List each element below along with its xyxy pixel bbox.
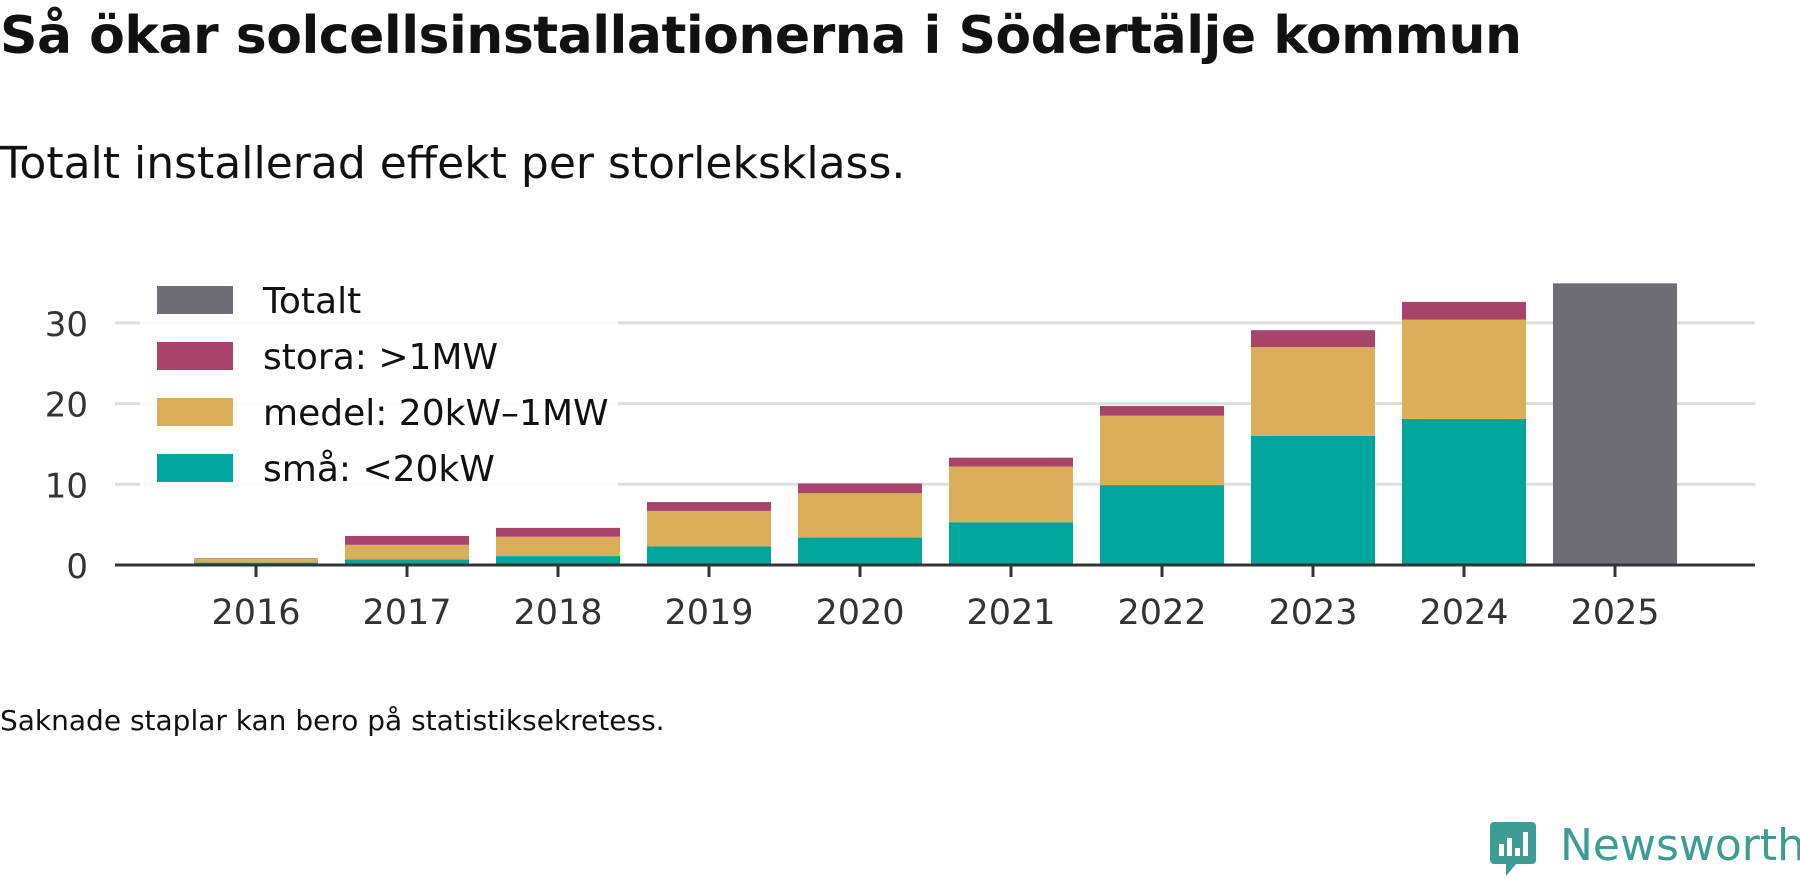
chart-subtitle: Totalt installerad effekt per storlekskl… xyxy=(0,138,906,189)
brand-name: Newsworthy xyxy=(1560,820,1800,871)
y-tick-label: 20 xyxy=(45,386,88,426)
bar-medel-2020 xyxy=(798,493,922,538)
bar-totalt-2025 xyxy=(1553,283,1677,565)
bar-medel-2017 xyxy=(345,544,469,560)
y-tick-label: 10 xyxy=(45,466,88,506)
x-tick-label: 2016 xyxy=(211,593,300,633)
bar-medel-2021 xyxy=(949,466,1073,523)
bar-medel-2023 xyxy=(1251,347,1375,436)
bar-stora-2019 xyxy=(647,502,771,511)
x-tick-label: 2020 xyxy=(815,593,904,633)
bar-stora-2023 xyxy=(1251,330,1375,348)
bar-medel-2024 xyxy=(1402,319,1526,419)
bar-sma-2024 xyxy=(1402,418,1526,565)
bar-medel-2022 xyxy=(1100,415,1224,486)
bar-stora-2017 xyxy=(345,535,469,545)
bar-medel-2016 xyxy=(194,558,318,563)
bar-sma-2018 xyxy=(496,556,620,565)
legend-label-medel: medel: 20kW–1MW xyxy=(263,393,609,434)
legend-swatch-stora xyxy=(157,342,233,370)
bar-sma-2022 xyxy=(1100,485,1224,565)
legend-swatch-totalt xyxy=(157,286,233,314)
bar-stora-2021 xyxy=(949,457,1073,467)
y-tick-label: 0 xyxy=(66,547,88,587)
bar-sma-2019 xyxy=(647,546,771,565)
chart-title: Så ökar solcellsinstallationerna i Söder… xyxy=(0,6,1522,66)
bar-medel-2018 xyxy=(496,536,620,557)
legend: Totalt stora: >1MW medel: 20kW–1MW små: <20… xyxy=(140,278,618,496)
x-tick-label: 2019 xyxy=(664,593,753,633)
axes: 0 10 20 30 2016 2017 2018 2019 2020 2021 2022 2023 2… xyxy=(45,305,1755,633)
x-tick-label: 2018 xyxy=(513,593,602,633)
bar-sma-2021 xyxy=(949,522,1073,565)
bar-stora-2020 xyxy=(798,483,922,494)
legend-label-sma: små: <20kW xyxy=(263,449,495,490)
bar-stora-2022 xyxy=(1100,406,1224,416)
x-tick-label: 2024 xyxy=(1419,593,1508,633)
x-tick-label: 2022 xyxy=(1117,593,1206,633)
bar-sma-2020 xyxy=(798,537,922,565)
legend-label-totalt: Totalt xyxy=(262,281,361,322)
legend-label-stora: stora: >1MW xyxy=(263,337,498,378)
bars xyxy=(194,283,1677,565)
newsworthy-logo-icon xyxy=(1490,822,1536,876)
footnote: Saknade staplar kan bero på statistiksek… xyxy=(0,704,665,737)
legend-swatch-medel xyxy=(157,398,233,426)
bar-sma-2017 xyxy=(345,559,469,565)
bar-stora-2024 xyxy=(1402,301,1526,320)
bar-stora-2018 xyxy=(496,527,620,537)
x-tick-label: 2025 xyxy=(1570,593,1659,633)
brand-logo: Newsworthy xyxy=(1488,818,1800,878)
bar-medel-2019 xyxy=(647,510,771,547)
bar-sma-2023 xyxy=(1251,435,1375,565)
x-tick-label: 2023 xyxy=(1268,593,1357,633)
legend-swatch-sma xyxy=(157,454,233,482)
y-tick-label: 30 xyxy=(45,305,88,345)
x-tick-label: 2021 xyxy=(966,593,1055,633)
x-tick-label: 2017 xyxy=(362,593,451,633)
